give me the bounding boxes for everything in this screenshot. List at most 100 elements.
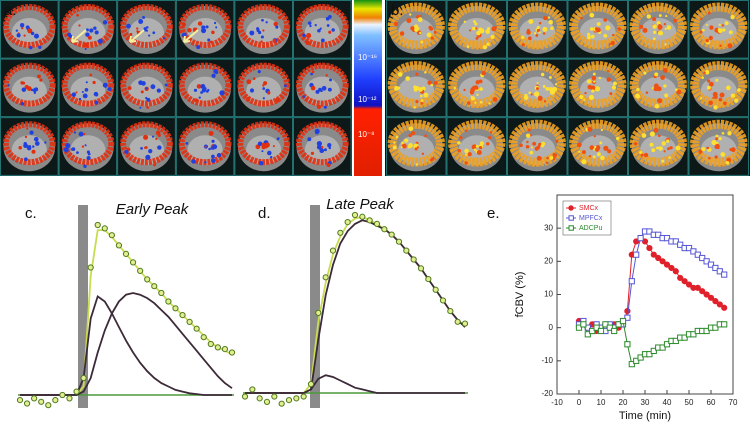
series-line	[578, 237, 725, 332]
x-tick-label: -10	[551, 398, 563, 407]
activation-spot	[584, 92, 587, 95]
activation-spot	[78, 24, 81, 27]
data-point	[322, 274, 329, 281]
activation-spot	[209, 40, 213, 44]
activation-spot	[548, 76, 552, 79]
activation-spot	[643, 71, 647, 75]
activation-spot	[415, 163, 419, 166]
activation-spot	[463, 20, 467, 23]
brain-inner	[128, 76, 165, 107]
activation-spot	[473, 20, 476, 23]
activation-spot	[329, 78, 332, 82]
activation-spot	[275, 97, 280, 103]
activation-spot	[23, 141, 27, 146]
activation-spot	[93, 91, 99, 97]
brain-inner	[304, 18, 340, 48]
activation-spot	[276, 137, 280, 141]
activation-spot	[552, 152, 556, 156]
activation-spot	[395, 135, 399, 139]
activation-spot	[474, 101, 477, 104]
activation-spot	[257, 70, 261, 74]
activation-spot	[590, 85, 596, 91]
data-point	[228, 349, 236, 356]
activation-spot	[664, 93, 669, 98]
panel-label: d.	[258, 205, 271, 222]
activation-spot	[609, 92, 613, 96]
activation-spot	[78, 131, 84, 137]
activation-spot	[653, 86, 658, 92]
activation-spot	[140, 147, 143, 150]
activation-spot	[424, 134, 427, 138]
activation-spot	[666, 25, 672, 30]
series-line	[245, 374, 465, 394]
data-point	[59, 391, 66, 399]
activation-spot	[542, 32, 546, 35]
x-tick-label: 50	[685, 398, 694, 407]
activation-spot	[727, 43, 733, 49]
activation-spot	[139, 106, 142, 109]
activation-spot	[27, 28, 33, 34]
activation-spot	[529, 19, 534, 24]
data-point	[641, 238, 649, 245]
activation-spot	[317, 28, 321, 33]
activation-spot	[612, 81, 617, 86]
activation-spot	[326, 24, 330, 27]
data-point	[624, 314, 631, 321]
activation-spot	[578, 150, 581, 153]
brain-inner	[70, 135, 106, 166]
activation-spot	[83, 133, 86, 136]
activation-spot	[427, 80, 432, 85]
data-point	[690, 248, 697, 255]
activation-spot	[526, 28, 530, 33]
activation-spot	[155, 137, 158, 141]
activation-spot	[197, 21, 203, 26]
x-tick-label: 20	[619, 398, 628, 407]
activation	[61, 121, 115, 166]
activation-spot	[126, 23, 131, 29]
activation-spot	[699, 97, 703, 100]
activation-spot	[610, 40, 615, 46]
data-point	[597, 327, 605, 335]
activation-spot	[84, 144, 87, 147]
brain-inner	[11, 76, 47, 107]
activation-spot	[314, 23, 317, 27]
activation-spot	[712, 96, 715, 99]
activation-spot	[318, 87, 322, 92]
activation-spot	[525, 133, 531, 138]
data-point	[38, 398, 45, 405]
data-point	[694, 284, 701, 291]
legend-marker	[568, 225, 574, 231]
activation	[508, 61, 566, 109]
stimulus-bar	[310, 205, 320, 408]
activation-spot	[657, 98, 663, 104]
activation	[120, 121, 173, 166]
data-point	[45, 402, 52, 409]
activation-spot	[464, 148, 469, 154]
activation	[629, 61, 687, 109]
activation-spot	[453, 86, 457, 90]
activation-spot	[215, 26, 218, 29]
activation-spot	[471, 26, 476, 31]
activation-spot	[478, 145, 483, 150]
chart-title: Late Peak	[326, 196, 395, 213]
activation	[569, 119, 627, 167]
activation-spot	[611, 85, 617, 90]
activation-spot	[97, 38, 103, 44]
activation-spot	[705, 39, 709, 43]
activation-spot	[415, 99, 419, 104]
data-point	[351, 211, 359, 219]
activation	[387, 61, 445, 109]
data-point	[672, 337, 679, 345]
activation-spot	[519, 143, 523, 148]
data-point	[410, 256, 417, 263]
activation-spot	[727, 131, 732, 136]
activation-spot	[86, 155, 91, 161]
data-point	[432, 286, 439, 293]
activation	[690, 2, 748, 50]
activation-spot	[71, 147, 76, 151]
data-point	[101, 225, 108, 232]
activation-spot	[327, 142, 332, 148]
activation-spot	[249, 88, 255, 93]
activation-spot	[429, 26, 434, 31]
data-point	[721, 304, 728, 311]
